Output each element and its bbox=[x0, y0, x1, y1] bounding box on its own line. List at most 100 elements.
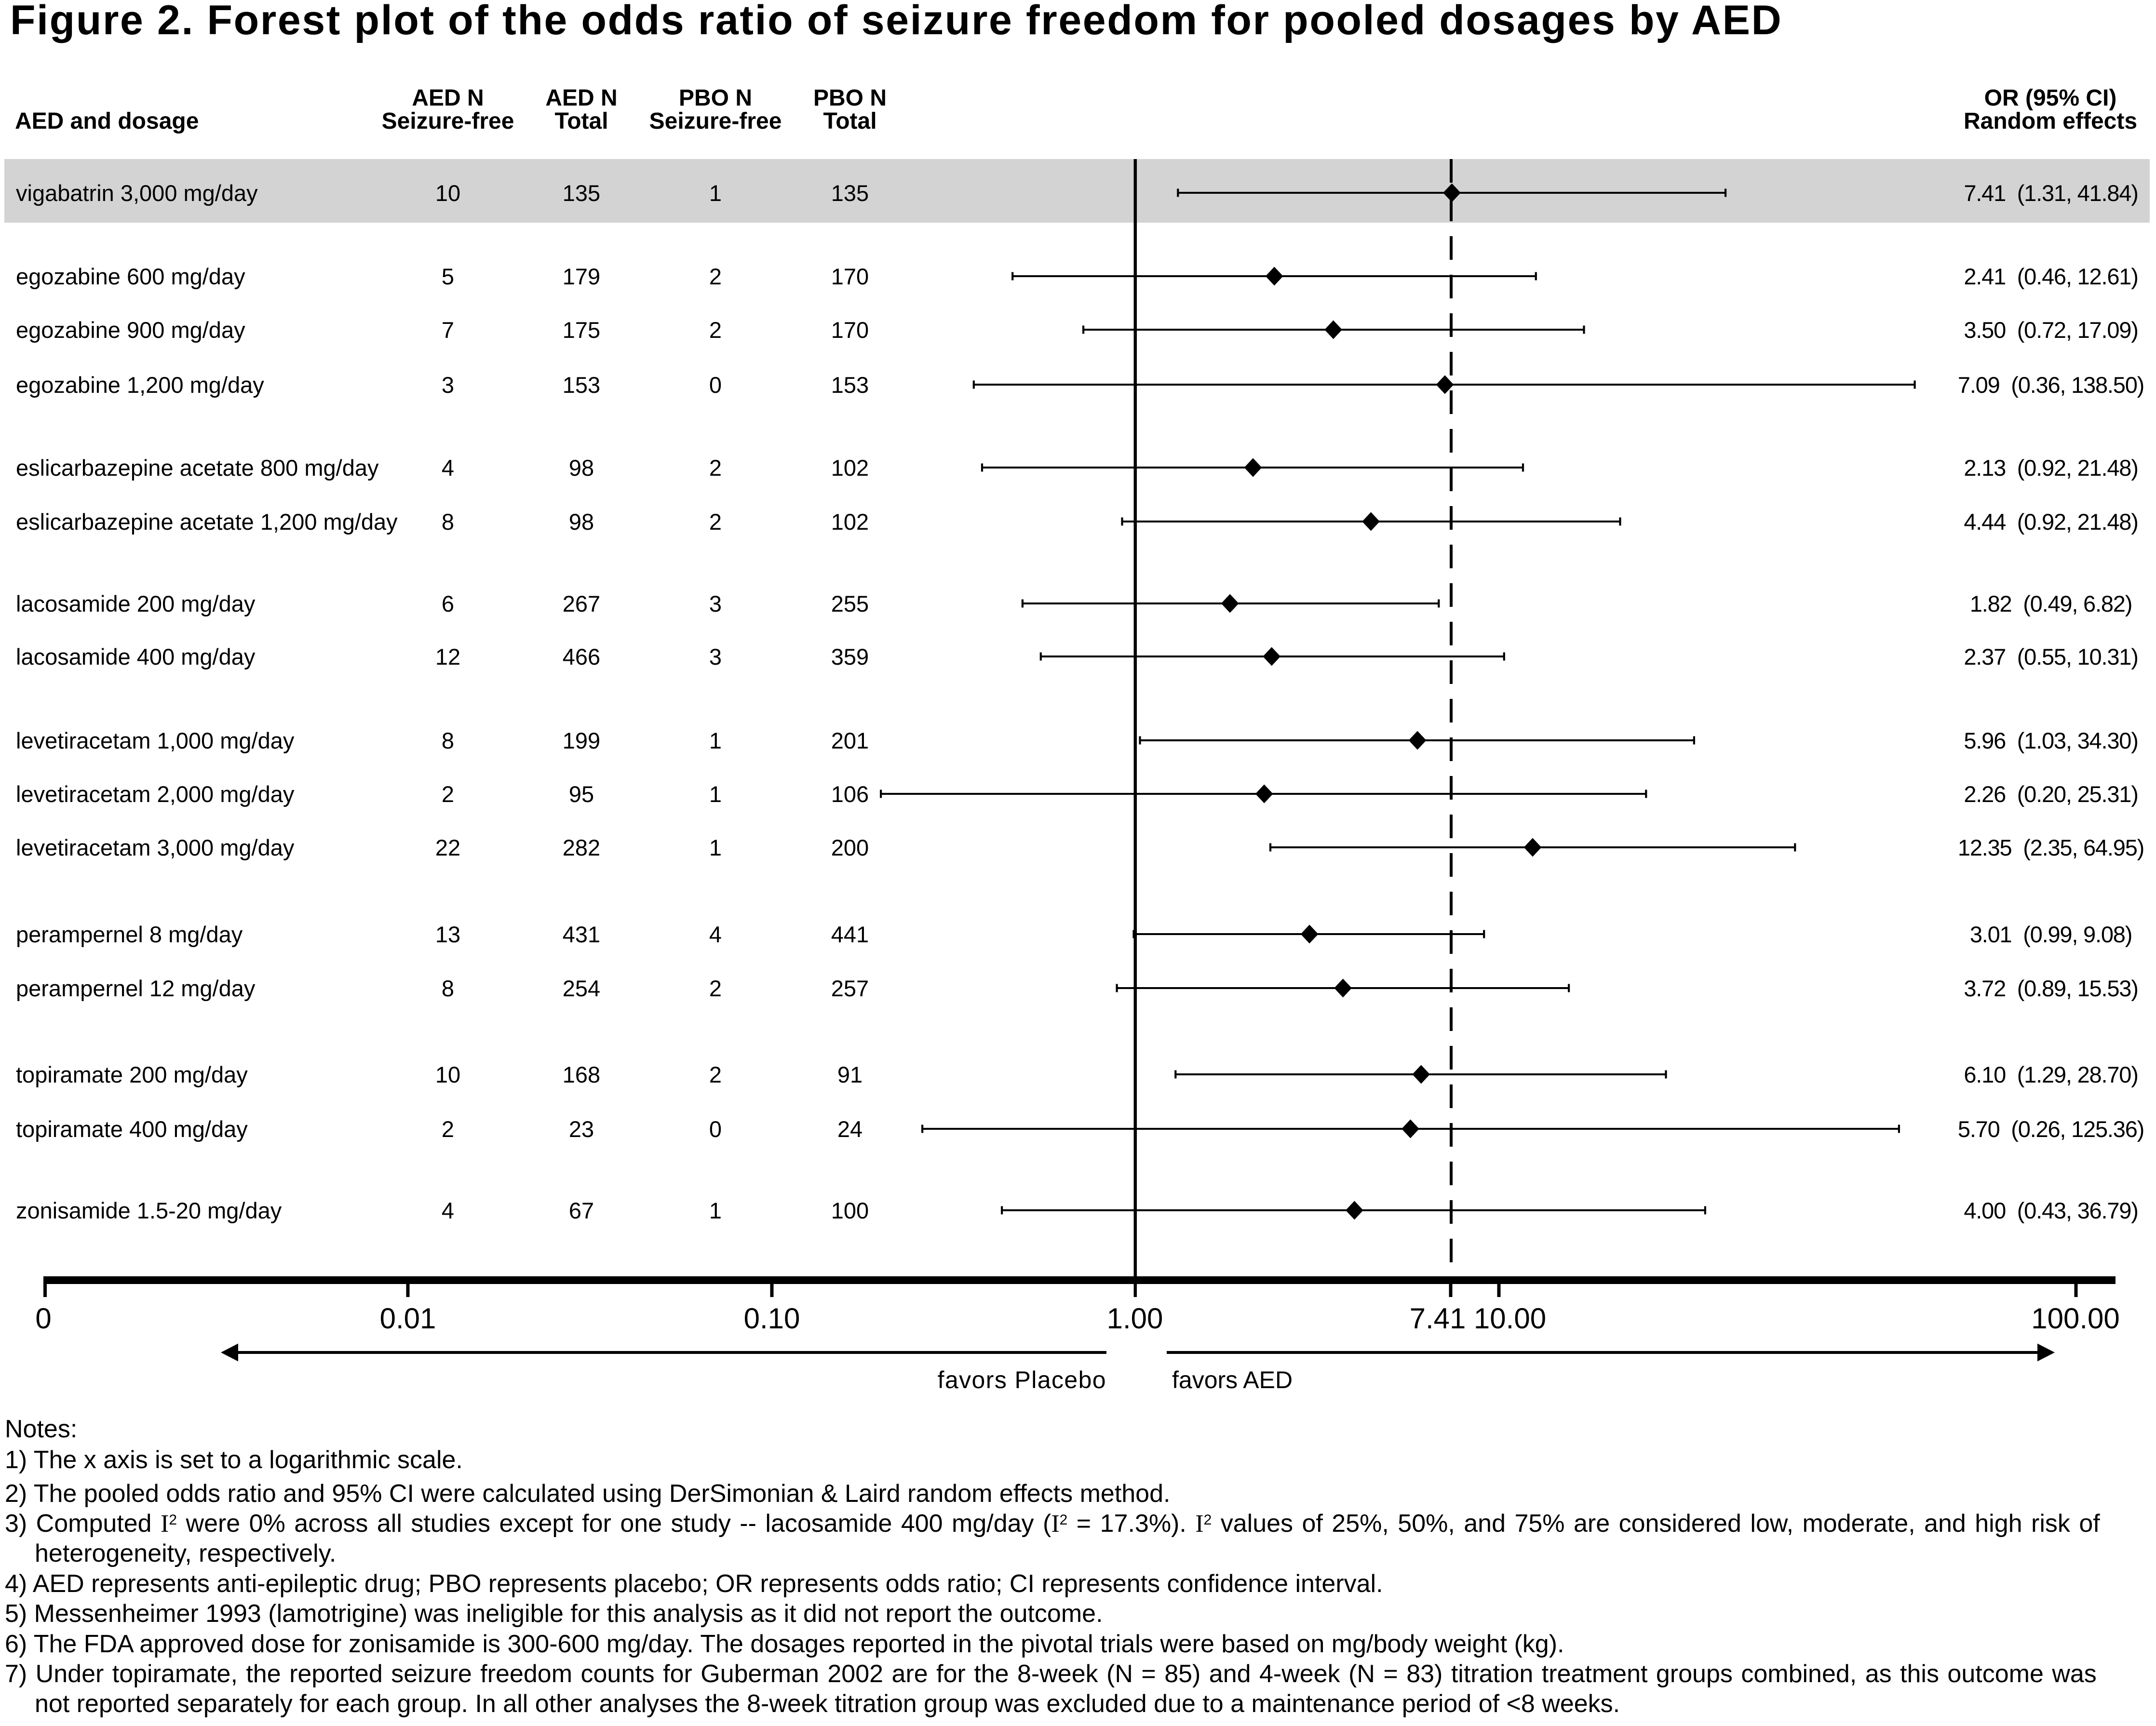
svg-text:466: 466 bbox=[563, 644, 600, 669]
svg-text:5.96 (1.03, 34.30): 5.96 (1.03, 34.30) bbox=[1964, 728, 2138, 753]
svg-text:10: 10 bbox=[435, 1062, 460, 1087]
svg-text:Total: Total bbox=[823, 108, 876, 134]
svg-text:4: 4 bbox=[442, 455, 454, 481]
svg-text:170: 170 bbox=[831, 317, 869, 343]
svg-text:153: 153 bbox=[563, 372, 600, 398]
svg-text:12.35 (2.35, 64.95): 12.35 (2.35, 64.95) bbox=[1958, 835, 2144, 860]
svg-text:2: 2 bbox=[709, 317, 722, 343]
svg-text:2: 2 bbox=[709, 264, 722, 289]
svg-text:3: 3 bbox=[442, 372, 454, 398]
svg-text:4: 4 bbox=[442, 1198, 454, 1223]
svg-text:OR (95% CI): OR (95% CI) bbox=[1984, 85, 2117, 111]
svg-text:1) The x axis is set to a loga: 1) The x axis is set to a logarithmic sc… bbox=[5, 1446, 463, 1474]
svg-text:PBO N: PBO N bbox=[679, 85, 752, 111]
svg-text:1: 1 bbox=[709, 180, 722, 206]
svg-text:102: 102 bbox=[831, 509, 869, 535]
svg-text:egozabine 600 mg/day: egozabine 600 mg/day bbox=[16, 264, 245, 289]
svg-text:7.09 (0.36, 138.50): 7.09 (0.36, 138.50) bbox=[1958, 372, 2144, 398]
svg-text:175: 175 bbox=[563, 317, 600, 343]
svg-text:10: 10 bbox=[435, 180, 460, 206]
svg-text:perampernel 8 mg/day: perampernel 8 mg/day bbox=[16, 922, 243, 947]
svg-text:Seizure-free: Seizure-free bbox=[649, 108, 782, 134]
svg-text:106: 106 bbox=[831, 781, 869, 807]
svg-text:8: 8 bbox=[442, 976, 454, 1001]
svg-text:3.01 (0.99, 9.08): 3.01 (0.99, 9.08) bbox=[1970, 922, 2132, 947]
svg-text:7: 7 bbox=[442, 317, 454, 343]
svg-text:23: 23 bbox=[569, 1116, 594, 1142]
svg-text:Figure 2. Forest plot of the o: Figure 2. Forest plot of the odds ratio … bbox=[10, 0, 1782, 43]
svg-text:257: 257 bbox=[831, 976, 869, 1001]
svg-text:3.50 (0.72, 17.09): 3.50 (0.72, 17.09) bbox=[1964, 317, 2138, 343]
svg-text:5) Messenheimer 1993 (lamotrig: 5) Messenheimer 1993 (lamotrigine) was i… bbox=[5, 1600, 1103, 1628]
svg-text:0: 0 bbox=[709, 1116, 722, 1142]
svg-text:24: 24 bbox=[837, 1116, 862, 1142]
svg-text:1: 1 bbox=[709, 1198, 722, 1223]
svg-text:perampernel 12 mg/day: perampernel 12 mg/day bbox=[16, 976, 256, 1001]
svg-text:2: 2 bbox=[709, 509, 722, 535]
svg-text:0: 0 bbox=[35, 1302, 51, 1335]
svg-text:10.00: 10.00 bbox=[1474, 1302, 1546, 1335]
svg-text:8: 8 bbox=[442, 728, 454, 753]
svg-text:6: 6 bbox=[442, 591, 454, 616]
svg-text:6.10 (1.29, 28.70): 6.10 (1.29, 28.70) bbox=[1964, 1062, 2138, 1087]
svg-text:lacosamide 200 mg/day: lacosamide 200 mg/day bbox=[16, 591, 256, 616]
svg-text:AED and dosage: AED and dosage bbox=[15, 108, 199, 134]
svg-text:favors Placebo: favors Placebo bbox=[938, 1366, 1106, 1393]
svg-text:431: 431 bbox=[563, 922, 600, 947]
svg-text:Total: Total bbox=[554, 108, 608, 134]
svg-text:2: 2 bbox=[709, 976, 722, 1001]
svg-text:0.01: 0.01 bbox=[380, 1302, 436, 1335]
svg-text:7.41: 7.41 bbox=[1410, 1302, 1466, 1335]
svg-text:100: 100 bbox=[831, 1198, 869, 1223]
svg-text:2: 2 bbox=[709, 455, 722, 481]
svg-text:1: 1 bbox=[709, 781, 722, 807]
svg-text:98: 98 bbox=[569, 509, 594, 535]
svg-text:2: 2 bbox=[442, 1116, 454, 1142]
svg-text:2.41 (0.46, 12.61): 2.41 (0.46, 12.61) bbox=[1964, 264, 2138, 289]
svg-text:favors AED: favors AED bbox=[1172, 1366, 1293, 1393]
svg-text:2: 2 bbox=[709, 1062, 722, 1087]
svg-text:4.44 (0.92, 21.48): 4.44 (0.92, 21.48) bbox=[1964, 509, 2138, 535]
svg-text:22: 22 bbox=[435, 835, 460, 860]
svg-text:7) Under topiramate, the repor: 7) Under topiramate, the reported seizur… bbox=[5, 1660, 2097, 1688]
svg-text:102: 102 bbox=[831, 455, 869, 481]
svg-text:egozabine 900 mg/day: egozabine 900 mg/day bbox=[16, 317, 245, 343]
svg-text:levetiracetam 2,000 mg/day: levetiracetam 2,000 mg/day bbox=[16, 781, 295, 807]
svg-text:135: 135 bbox=[831, 180, 869, 206]
svg-text:170: 170 bbox=[831, 264, 869, 289]
svg-text:topiramate 200 mg/day: topiramate 200 mg/day bbox=[16, 1062, 248, 1087]
svg-text:levetiracetam 1,000 mg/day: levetiracetam 1,000 mg/day bbox=[16, 728, 295, 753]
svg-text:201: 201 bbox=[831, 728, 869, 753]
svg-text:91: 91 bbox=[837, 1062, 862, 1087]
svg-text:Notes:: Notes: bbox=[5, 1415, 77, 1443]
svg-text:95: 95 bbox=[569, 781, 594, 807]
svg-text:7.41 (1.31, 41.84): 7.41 (1.31, 41.84) bbox=[1964, 180, 2138, 206]
svg-text:PBO N: PBO N bbox=[813, 85, 887, 111]
svg-text:lacosamide 400 mg/day: lacosamide 400 mg/day bbox=[16, 644, 256, 669]
svg-text:5.70 (0.26, 125.36): 5.70 (0.26, 125.36) bbox=[1958, 1116, 2144, 1142]
svg-text:vigabatrin 3,000 mg/day: vigabatrin 3,000 mg/day bbox=[16, 180, 258, 206]
svg-text:0.10: 0.10 bbox=[744, 1302, 800, 1335]
svg-text:168: 168 bbox=[563, 1062, 600, 1087]
svg-text:Seizure-free: Seizure-free bbox=[382, 108, 514, 134]
svg-text:199: 199 bbox=[563, 728, 600, 753]
svg-text:267: 267 bbox=[563, 591, 600, 616]
svg-text:1.00: 1.00 bbox=[1107, 1302, 1163, 1335]
svg-text:3.72 (0.89, 15.53): 3.72 (0.89, 15.53) bbox=[1964, 976, 2138, 1001]
svg-text:3: 3 bbox=[709, 591, 722, 616]
svg-text:1: 1 bbox=[709, 835, 722, 860]
svg-text:levetiracetam 3,000 mg/day: levetiracetam 3,000 mg/day bbox=[16, 835, 295, 860]
svg-text:eslicarbazepine acetate 800 mg: eslicarbazepine acetate 800 mg/day bbox=[16, 455, 379, 481]
svg-text:153: 153 bbox=[831, 372, 869, 398]
svg-text:egozabine 1,200 mg/day: egozabine 1,200 mg/day bbox=[16, 372, 264, 398]
svg-text:254: 254 bbox=[563, 976, 600, 1001]
svg-text:67: 67 bbox=[569, 1198, 594, 1223]
svg-text:2) The pooled odds ratio and 9: 2) The pooled odds ratio and 95% CI were… bbox=[5, 1480, 1170, 1508]
svg-text:255: 255 bbox=[831, 591, 869, 616]
svg-text:AED N: AED N bbox=[545, 85, 617, 111]
svg-text:heterogeneity, respectively.: heterogeneity, respectively. bbox=[35, 1539, 336, 1567]
svg-text:1.82 (0.49, 6.82): 1.82 (0.49, 6.82) bbox=[1970, 591, 2132, 616]
svg-text:441: 441 bbox=[831, 922, 869, 947]
svg-text:2: 2 bbox=[442, 781, 454, 807]
svg-text:1: 1 bbox=[709, 728, 722, 753]
